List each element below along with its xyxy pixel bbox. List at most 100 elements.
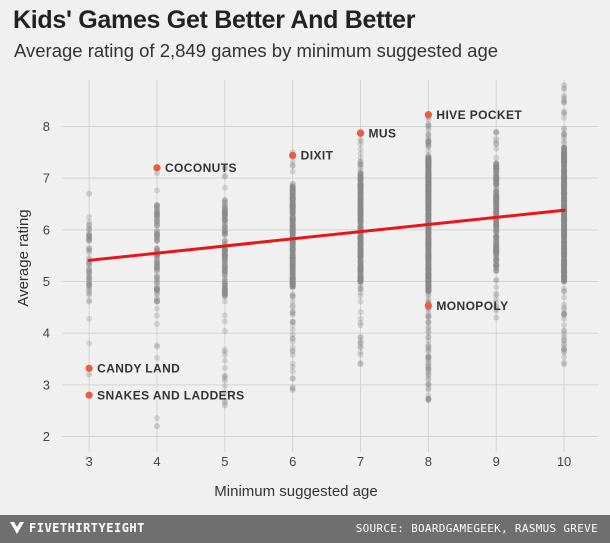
game-point bbox=[289, 318, 296, 325]
game-point bbox=[493, 166, 500, 173]
game-point bbox=[289, 240, 296, 247]
game-point bbox=[357, 176, 364, 183]
game-point bbox=[425, 270, 432, 277]
game-point bbox=[86, 233, 93, 240]
game-point bbox=[425, 242, 432, 249]
game-point bbox=[561, 221, 568, 228]
game-point bbox=[425, 154, 432, 161]
game-point bbox=[493, 264, 500, 271]
game-point bbox=[289, 216, 296, 223]
y-axis-label: Average rating bbox=[15, 209, 32, 306]
game-point bbox=[425, 212, 432, 219]
game-point bbox=[561, 242, 568, 249]
game-point bbox=[493, 168, 500, 175]
game-point bbox=[425, 278, 432, 285]
game-point bbox=[425, 214, 432, 221]
game-point bbox=[425, 195, 432, 202]
game-point bbox=[425, 239, 432, 246]
game-point bbox=[289, 210, 296, 217]
game-point bbox=[425, 245, 432, 252]
game-point bbox=[221, 264, 228, 271]
game-point bbox=[561, 155, 568, 162]
game-point bbox=[357, 189, 364, 196]
game-point bbox=[289, 244, 296, 251]
game-point bbox=[561, 189, 568, 196]
game-point bbox=[357, 187, 364, 194]
game-point bbox=[86, 246, 93, 253]
game-point bbox=[561, 194, 568, 201]
game-point bbox=[289, 229, 296, 236]
game-point bbox=[425, 216, 432, 223]
game-point bbox=[289, 275, 296, 282]
game-point bbox=[561, 261, 568, 268]
game-point bbox=[221, 214, 228, 221]
game-point bbox=[493, 128, 500, 135]
game-point bbox=[425, 345, 432, 352]
game-point bbox=[86, 232, 93, 239]
game-point bbox=[425, 171, 432, 178]
game-point bbox=[493, 223, 500, 230]
game-point bbox=[425, 286, 432, 293]
game-point bbox=[425, 269, 432, 276]
game-point bbox=[425, 154, 432, 161]
game-point bbox=[425, 285, 432, 292]
game-point bbox=[493, 162, 500, 169]
game-point bbox=[221, 271, 228, 278]
game-point bbox=[153, 266, 160, 273]
game-point bbox=[153, 262, 160, 269]
game-point bbox=[561, 277, 568, 284]
game-point bbox=[425, 194, 432, 201]
game-point bbox=[493, 163, 500, 170]
game-point bbox=[289, 227, 296, 234]
game-point bbox=[493, 244, 500, 251]
game-point bbox=[289, 216, 296, 223]
game-point bbox=[289, 271, 296, 278]
game-point bbox=[153, 201, 160, 208]
game-point bbox=[153, 312, 160, 319]
game-point bbox=[221, 258, 228, 265]
game-point bbox=[289, 257, 296, 264]
game-point bbox=[493, 180, 500, 187]
game-point bbox=[357, 274, 364, 281]
game-point bbox=[289, 201, 296, 208]
game-point bbox=[357, 184, 364, 191]
game-point bbox=[561, 159, 568, 166]
game-point bbox=[493, 173, 500, 180]
game-point bbox=[425, 186, 432, 193]
game-point bbox=[86, 286, 93, 293]
game-point bbox=[289, 162, 296, 169]
game-point bbox=[221, 287, 228, 294]
game-point bbox=[153, 211, 160, 218]
game-point bbox=[425, 274, 432, 281]
game-point bbox=[289, 255, 296, 262]
game-point bbox=[86, 236, 93, 243]
game-point bbox=[357, 180, 364, 187]
game-point bbox=[221, 210, 228, 217]
game-point bbox=[357, 234, 364, 241]
game-point bbox=[221, 262, 228, 269]
game-point bbox=[425, 181, 432, 188]
game-point bbox=[357, 172, 364, 179]
game-point bbox=[425, 337, 432, 344]
game-point bbox=[425, 381, 432, 388]
game-point bbox=[425, 185, 432, 192]
game-point bbox=[493, 200, 500, 207]
game-point bbox=[425, 182, 432, 189]
game-point bbox=[357, 237, 364, 244]
game-point bbox=[221, 268, 228, 275]
game-point bbox=[561, 190, 568, 197]
game-point bbox=[289, 180, 296, 187]
game-point bbox=[561, 216, 568, 223]
game-point bbox=[357, 136, 364, 143]
game-point bbox=[561, 168, 568, 175]
game-point bbox=[493, 221, 500, 228]
game-point bbox=[561, 109, 568, 116]
game-point bbox=[289, 281, 296, 288]
game-point bbox=[425, 161, 432, 168]
game-point bbox=[425, 238, 432, 245]
game-point bbox=[425, 157, 432, 164]
game-point bbox=[289, 268, 296, 275]
game-point bbox=[493, 307, 500, 314]
game-point bbox=[289, 363, 296, 370]
game-point bbox=[221, 207, 228, 214]
